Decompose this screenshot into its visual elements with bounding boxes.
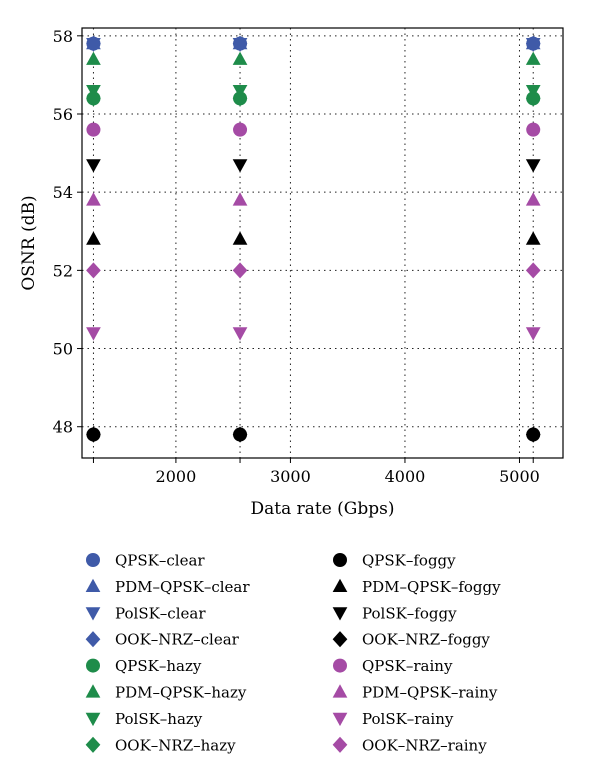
data-point (232, 231, 248, 245)
legend-label: QPSK–clear (115, 552, 205, 570)
legend-marker (85, 736, 101, 753)
x-tick-label: 4000 (385, 467, 426, 486)
legend-label: OOK–NRZ–clear (115, 631, 240, 649)
data-point (86, 159, 101, 173)
data-point (232, 159, 248, 173)
legend-label: PolSK–foggy (362, 604, 457, 622)
data-point (86, 426, 101, 443)
legend-label: OOK–NRZ–hazy (115, 736, 236, 754)
legend-item: PolSK–hazy (85, 710, 203, 728)
legend-label: QPSK–foggy (362, 552, 456, 570)
axis-ticks: 2000 3000 4000 5000 48 50 52 54 56 58 (53, 27, 540, 486)
legend-marker (85, 631, 101, 648)
legend-label: PDM–QPSK–clear (115, 578, 250, 596)
data-point (86, 90, 101, 107)
legend-label: OOK–NRZ–rainy (362, 736, 487, 754)
data-point (232, 262, 248, 279)
legend-marker (332, 736, 348, 753)
data-point (86, 51, 101, 65)
legend: QPSK–clear PDM–QPSK–clear PolSK–clear OOK–N… (85, 552, 501, 754)
data-point (525, 262, 541, 279)
legend-item: PDM–QPSK–rainy (332, 684, 498, 702)
data-point (232, 51, 248, 65)
legend-marker (332, 684, 348, 698)
data-point (86, 262, 101, 279)
legend-item: PolSK–foggy (332, 604, 457, 622)
y-tick-label: 50 (53, 340, 73, 359)
legend-label: PDM–QPSK–rainy (362, 684, 498, 702)
legend-label: PDM–QPSK–hazy (115, 684, 247, 702)
legend-item: OOK–NRZ–rainy (332, 736, 487, 754)
legend-label: QPSK–hazy (115, 657, 202, 675)
data-point (525, 90, 541, 107)
legend-marker (85, 607, 101, 621)
y-tick-label: 56 (53, 105, 73, 124)
legend-item: PolSK–clear (85, 604, 206, 622)
legend-marker (333, 553, 347, 567)
legend-item: PDM–QPSK–foggy (332, 578, 501, 596)
legend-label: PolSK–hazy (115, 710, 203, 728)
legend-item: QPSK–clear (86, 552, 205, 570)
data-point (233, 122, 248, 137)
legend-marker (333, 658, 347, 673)
data-point (526, 122, 541, 137)
data-point (525, 159, 541, 173)
legend-item: PDM–QPSK–clear (85, 578, 250, 596)
legend-item: PDM–QPSK–hazy (85, 684, 247, 702)
x-tick-label: 5000 (499, 467, 540, 486)
legend-item: QPSK–hazy (86, 657, 202, 675)
data-point (86, 192, 101, 206)
legend-marker (332, 578, 348, 592)
data-point (232, 327, 248, 341)
legend-marker (332, 712, 348, 727)
data-point (525, 35, 541, 52)
legend-marker (85, 712, 101, 727)
legend-label: PDM–QPSK–foggy (362, 578, 501, 596)
legend-marker (86, 553, 100, 567)
data-point (232, 90, 248, 107)
data-points (86, 35, 541, 443)
y-tick-label: 52 (53, 261, 73, 280)
legend-label: PolSK–rainy (362, 710, 454, 728)
data-point (86, 122, 101, 137)
legend-label: PolSK–clear (115, 604, 206, 622)
x-axis-label: Data rate (Gbps) (250, 499, 394, 519)
data-point (232, 35, 248, 52)
grid-lines (82, 28, 563, 458)
data-point (525, 231, 541, 245)
legend-marker (332, 631, 348, 648)
data-point (525, 192, 541, 206)
data-point (525, 426, 541, 443)
legend-item: OOK–NRZ–foggy (332, 631, 490, 649)
legend-label: OOK–NRZ–foggy (362, 631, 490, 649)
legend-marker (86, 658, 100, 673)
legend-item: OOK–NRZ–hazy (85, 736, 236, 754)
y-tick-label: 58 (53, 27, 73, 46)
data-point (232, 192, 248, 206)
data-point (86, 231, 101, 245)
y-tick-label: 48 (53, 418, 73, 437)
data-point (86, 35, 101, 52)
legend-marker (332, 607, 348, 621)
x-tick-label: 3000 (270, 467, 311, 486)
legend-item: OOK–NRZ–clear (85, 631, 240, 649)
data-point (525, 51, 541, 65)
legend-marker (85, 684, 101, 698)
legend-item: QPSK–foggy (333, 552, 456, 570)
data-point (525, 327, 541, 341)
data-point (232, 426, 248, 443)
legend-item: PolSK–rainy (332, 710, 454, 728)
plot-frame (81, 27, 564, 459)
legend-marker (85, 578, 101, 592)
legend-item: QPSK–rainy (333, 657, 453, 675)
x-tick-label: 2000 (156, 467, 197, 486)
y-tick-label: 54 (53, 183, 73, 202)
data-point (86, 327, 101, 341)
legend-label: QPSK–rainy (362, 657, 453, 675)
y-axis-label: OSNR (dB) (19, 195, 39, 290)
